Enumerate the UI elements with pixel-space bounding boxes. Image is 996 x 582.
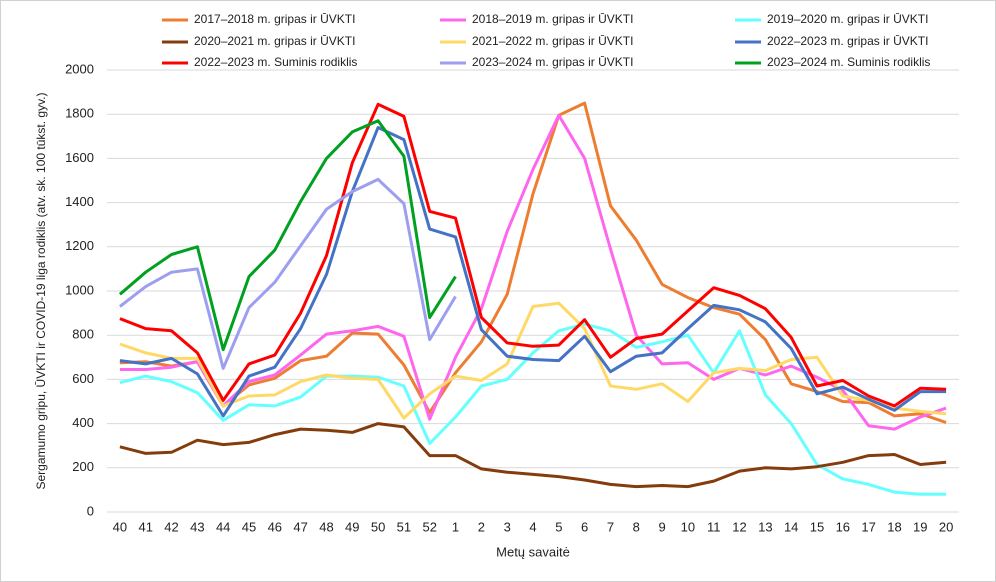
x-tick-label: 49 [345, 519, 359, 534]
y-tick-label: 1600 [65, 150, 94, 165]
legend-label: 2021–2022 m. gripas ir ŪVKTI [472, 34, 633, 48]
y-tick-label: 200 [72, 459, 94, 474]
y-tick-label: 600 [72, 371, 94, 386]
x-tick-label: 20 [939, 519, 953, 534]
x-tick-label: 8 [633, 519, 640, 534]
series-line [118, 119, 457, 352]
x-tick-label: 5 [555, 519, 562, 534]
x-tick-label: 52 [422, 519, 436, 534]
y-tick-label: 800 [72, 327, 94, 342]
x-tick-label: 42 [164, 519, 178, 534]
x-tick-label: 2 [478, 519, 485, 534]
x-tick-label: 51 [397, 519, 411, 534]
x-tick-label: 9 [658, 519, 665, 534]
x-tick-label: 17 [861, 519, 875, 534]
x-tick-label: 44 [216, 519, 230, 534]
legend-label: 2023–2024 m. gripas ir ŪVKTI [472, 55, 633, 69]
series-line [119, 301, 947, 420]
x-tick-label: 3 [504, 519, 511, 534]
series-line [119, 322, 947, 496]
series-line [119, 126, 947, 418]
x-tick-label: 43 [190, 519, 204, 534]
y-tick-label: 1800 [65, 106, 94, 121]
x-tick-label: 48 [319, 519, 333, 534]
x-tick-label: 4 [529, 519, 536, 534]
y-tick-label: 1200 [65, 238, 94, 253]
legend-label: 2019–2020 m. gripas ir ŪVKTI [767, 12, 928, 26]
x-tick-label: 1 [452, 519, 459, 534]
legend-label: 2017–2018 m. gripas ir ŪVKTI [194, 12, 355, 26]
x-tick-label: 12 [732, 519, 746, 534]
x-tick-label: 19 [913, 519, 927, 534]
x-tick-label: 7 [607, 519, 614, 534]
legend-label: 2020–2021 m. gripas ir ŪVKTI [194, 34, 355, 48]
x-tick-label: 46 [268, 519, 282, 534]
x-tick-label: 13 [758, 519, 772, 534]
legend-label: 2018–2019 m. gripas ir ŪVKTI [472, 12, 633, 26]
x-tick-label: 45 [242, 519, 256, 534]
y-tick-label: 2000 [65, 61, 94, 76]
x-tick-label: 18 [887, 519, 901, 534]
legend-label: 2023–2024 m. Suminis rodiklis [767, 55, 930, 69]
legend-label: 2022–2023 m. gripas ir ŪVKTI [767, 34, 928, 48]
series-line [119, 422, 947, 489]
x-tick-label: 14 [784, 519, 798, 534]
y-tick-label: 1000 [65, 282, 94, 297]
x-tick-label: 15 [810, 519, 824, 534]
series-line [119, 102, 947, 408]
series-line [118, 177, 457, 370]
x-tick-label: 41 [138, 519, 152, 534]
x-tick-label: 47 [293, 519, 307, 534]
x-tick-label: 50 [371, 519, 385, 534]
x-tick-label: 16 [836, 519, 850, 534]
legend-label: 2022–2023 m. Suminis rodiklis [194, 55, 357, 69]
x-tick-label: 6 [581, 519, 588, 534]
y-axis-label: Sergamumo gripu, ŪVKTI ir COVID-19 liga … [34, 92, 48, 489]
x-tick-label: 10 [681, 519, 695, 534]
x-axis-label: Metų savaitė [496, 544, 570, 559]
x-tick-label: 40 [113, 519, 127, 534]
x-tick-label: 11 [707, 519, 721, 534]
y-tick-label: 400 [72, 415, 94, 430]
y-tick-label: 1400 [65, 194, 94, 209]
series-line [119, 101, 947, 424]
series-line [119, 113, 947, 431]
y-tick-label: 0 [87, 503, 94, 518]
